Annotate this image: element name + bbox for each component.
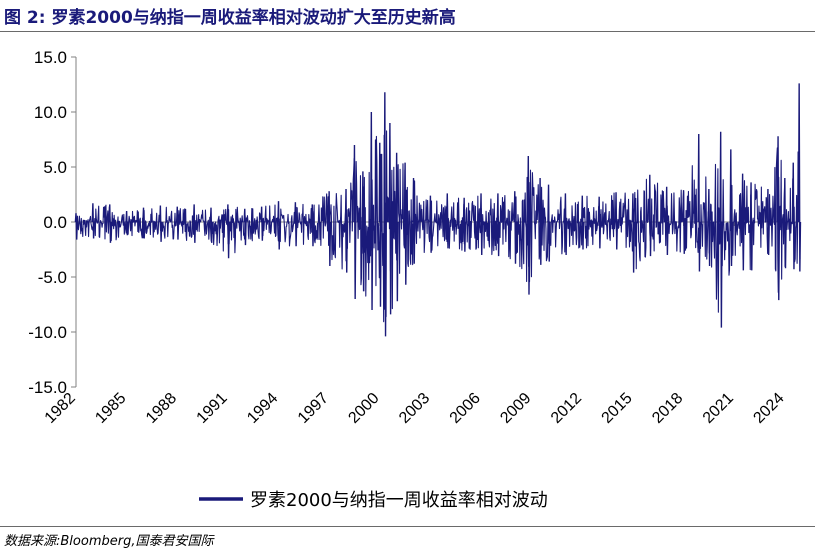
y-tick-label: 10.0	[34, 103, 67, 122]
x-tick-label: 2021	[700, 390, 737, 427]
legend: 罗素2000与纳指一周收益率相对波动	[199, 490, 548, 511]
x-tick-label: 2012	[548, 390, 585, 427]
x-tick-label: 2006	[447, 390, 484, 427]
x-tick-label: 1997	[295, 390, 332, 427]
x-tick-label: 1991	[194, 390, 231, 427]
series-line	[75, 128, 801, 323]
title-divider	[0, 31, 815, 32]
x-tick-label: 2015	[599, 390, 636, 427]
x-tick-label: 2009	[497, 390, 534, 427]
y-tick-label: 15.0	[34, 48, 67, 67]
series-layer	[74, 83, 802, 337]
y-tick-label: -15.0	[28, 378, 67, 397]
y-tick-label: -5.0	[38, 268, 67, 287]
y-axis: 15.0 10.0 5.0 0.0 -5.0 -10.0 -15.0	[28, 48, 77, 397]
source-divider	[0, 526, 815, 527]
x-tick-label: 2000	[345, 390, 382, 427]
x-tick-label: 2018	[649, 390, 686, 427]
chart-title: 图 2: 罗素2000与纳指一周收益率相对波动扩大至历史新高	[4, 8, 456, 28]
series-extreme	[766, 188, 770, 256]
series-extreme	[91, 203, 95, 239]
y-tick-label: 5.0	[43, 158, 67, 177]
series-extreme	[175, 206, 180, 240]
y-tick-label: -10.0	[28, 323, 67, 342]
x-tick-label: 2003	[396, 390, 433, 427]
x-tick-label: 1988	[143, 390, 180, 427]
series-extreme	[697, 133, 701, 272]
x-tick-label: 2024	[750, 390, 787, 427]
y-tick-label: 0.0	[43, 213, 67, 232]
x-axis: 1982 1985 1988 1991 1994 1997 2000 2003 2006 2009…	[42, 221, 800, 427]
legend-label: 罗素2000与纳指一周收益率相对波动	[250, 490, 548, 511]
source-note: 数据来源:Bloomberg,国泰君安国际	[4, 534, 214, 549]
x-tick-label: 1985	[92, 390, 129, 427]
x-tick-label: 1994	[244, 390, 281, 427]
chart-area: 15.010.05.00.0-5.0-10.0-15.0 1982 1985 198…	[28, 48, 802, 511]
